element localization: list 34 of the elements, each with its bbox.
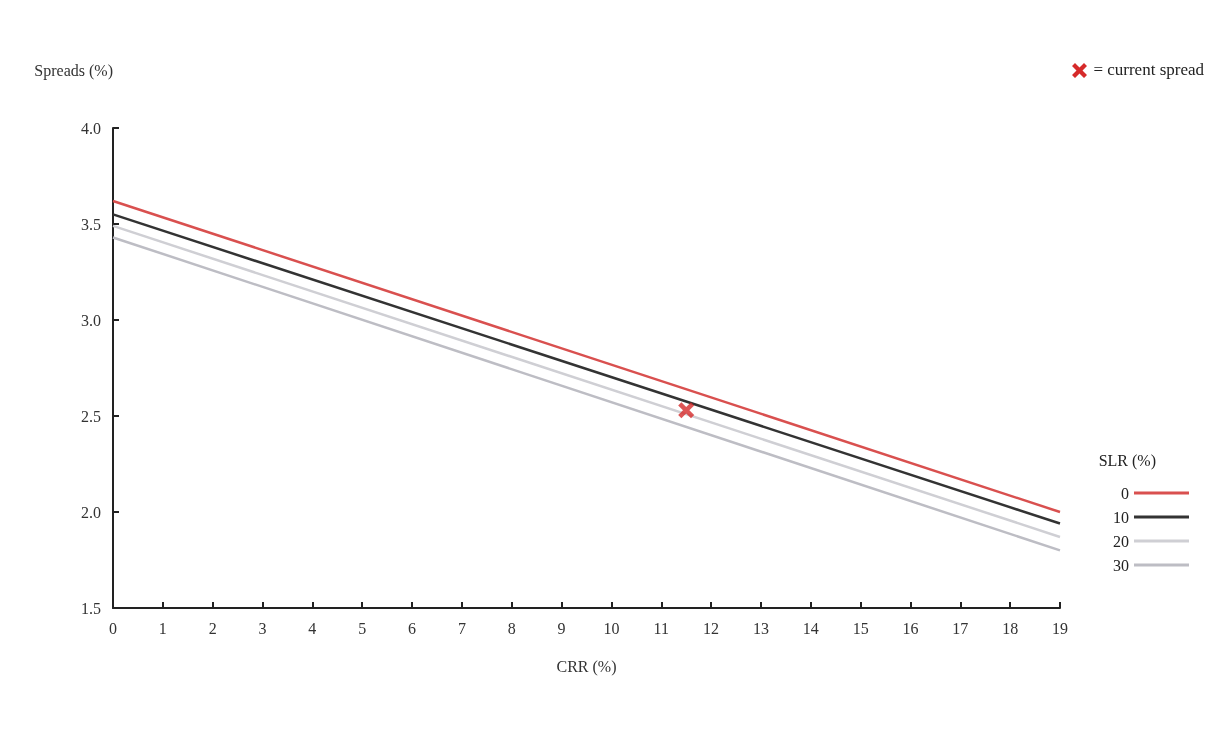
x-tick-label: 1 [158, 619, 167, 637]
x-tick-label: 15 [852, 619, 869, 637]
legend-label: 0 [1121, 484, 1129, 502]
x-tick-label: 11 [653, 619, 669, 637]
x-tick-label: 10 [603, 619, 620, 637]
legend-label: 30 [1113, 556, 1129, 574]
x-tick-label: 5 [358, 619, 367, 637]
x-tick-label: 2 [208, 619, 217, 637]
x-tick-label: 19 [1052, 619, 1068, 637]
x-axis-title: CRR (%) [556, 657, 617, 676]
y-tick-label: 3.0 [81, 311, 101, 329]
x-tick-label: 7 [457, 619, 466, 637]
y-tick-label: 4.0 [81, 119, 101, 137]
y-tick-label: 2.5 [81, 407, 101, 425]
x-tick-label: 8 [507, 619, 516, 637]
x-tick-label: 4 [308, 619, 317, 637]
x-tick-label: 0 [109, 619, 117, 637]
x-tick-label: 13 [752, 619, 769, 637]
x-tick-label: 16 [902, 619, 919, 637]
x-tick-label: 17 [952, 619, 969, 637]
text: = current spread [1093, 60, 1204, 80]
legend-label: 10 [1113, 508, 1129, 526]
y-axis-title: Spreads (%) [34, 61, 113, 80]
x-tick-label: 9 [557, 619, 566, 637]
x-tick-label: 14 [802, 619, 819, 637]
y-tick-label: 2.0 [81, 503, 101, 521]
legend-title: SLR (%) [1098, 451, 1156, 470]
x-tick-label: 12 [703, 619, 720, 637]
y-tick-label: 3.5 [81, 215, 101, 233]
y-tick-label: 1.5 [81, 599, 101, 617]
x-tick-label: 3 [258, 619, 267, 637]
x-tick-label: 18 [1002, 619, 1019, 637]
legend-label: 20 [1113, 532, 1129, 550]
x-tick-label: 6 [408, 619, 417, 637]
